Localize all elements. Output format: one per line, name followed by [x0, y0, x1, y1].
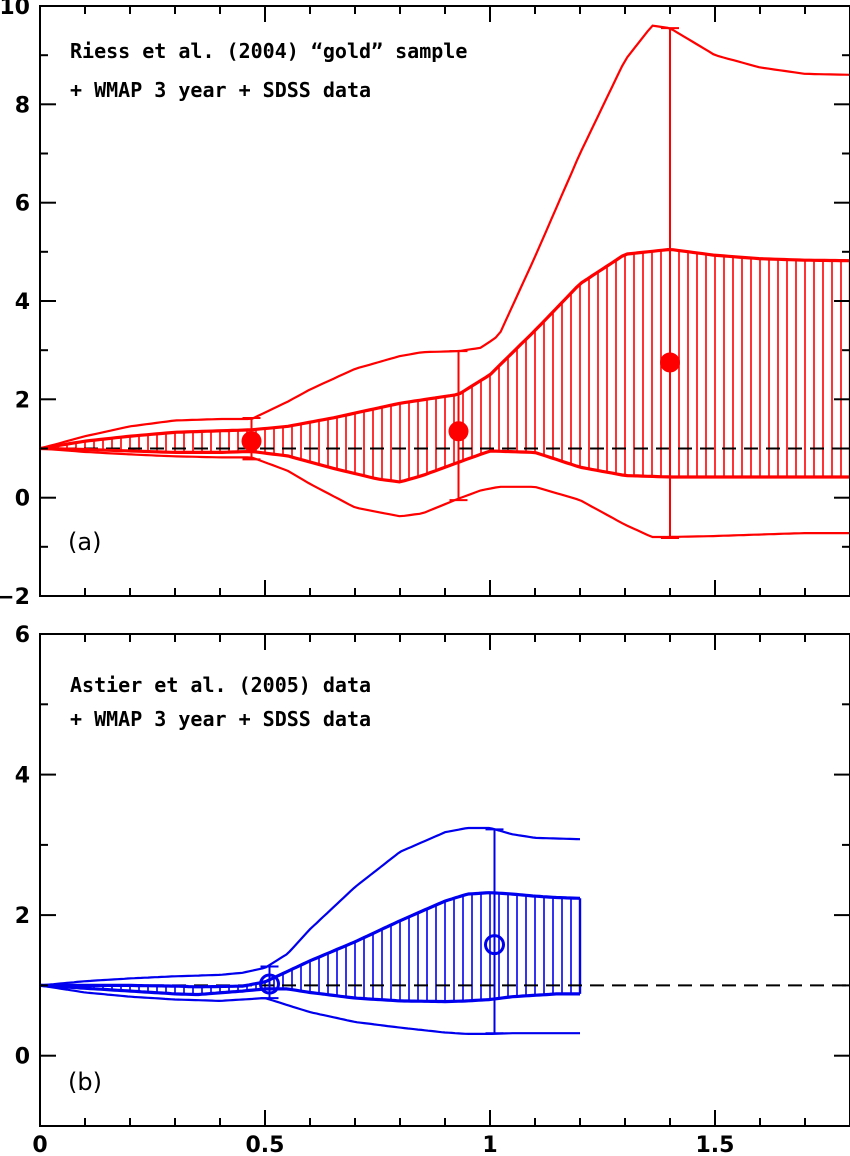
panel-a-y-tick-label: 4 — [15, 290, 30, 315]
panel-a-plot: −2 0 2 4 6 8 10 Riess et al. (2004) “gold” sam… — [0, 0, 850, 610]
panel-a-band-68-hatching — [48, 249, 842, 482]
panel-a-label: (a) — [68, 528, 101, 556]
panel-a-data-point-3 — [660, 352, 680, 373]
panel-a-annotation-line-2: + WMAP 3 year + SDSS data — [70, 78, 371, 102]
panel-b-band-95-upper — [40, 826, 581, 987]
panel-b-annotation-line-1: Astier et al. (2005) data — [70, 673, 371, 697]
panel-b-band-68-upper — [40, 891, 581, 989]
panel-a-annotation-line-1: Riess et al. (2004) “gold” sample — [70, 39, 467, 63]
panel-b-plot: 0 2 4 6 0 0.5 1 1.5 Astier et al. (2005) data +… — [15, 623, 850, 1156]
panel-b-x-tick-label: 0 — [32, 1133, 47, 1156]
panel-a-data-point-2 — [448, 421, 469, 442]
panel-a-y-tick-label: 10 — [0, 0, 30, 20]
panel-b-x-tick-label: 1.5 — [696, 1133, 735, 1156]
panel-b-x-tick-label: 0.5 — [246, 1133, 285, 1156]
panel-a-y-tick-label: 8 — [15, 93, 30, 118]
panel-b-annotation-line-2: + WMAP 3 year + SDSS data — [70, 707, 371, 731]
panel-b-data-point-1 — [259, 973, 280, 995]
panel-b-y-tick-label: 0 — [15, 1045, 30, 1070]
panel-a-band-95-upper — [40, 24, 850, 450]
panel-a-band-95-lower — [40, 447, 850, 539]
panel-a-band-68-lower — [40, 446, 850, 484]
panel-a-y-tick-label: 2 — [15, 388, 30, 413]
panel-a-data-point-1 — [241, 431, 262, 452]
panel-b-data-point-2 — [484, 934, 505, 956]
panel-a-y-tick-label: −2 — [0, 585, 30, 610]
panel-b-x-tick-label: 1 — [482, 1133, 497, 1156]
panel-a-y-tick-label: 6 — [15, 192, 30, 217]
panel-b-y-tick-label: 6 — [15, 623, 30, 648]
panel-b-y-tick-label: 2 — [15, 904, 30, 929]
panel-b-band-68-lower — [40, 983, 580, 1004]
panel-a-band-68-upper — [40, 247, 850, 451]
panel-b-y-tick-label: 4 — [15, 764, 30, 789]
panel-a-y-tick-label: 0 — [15, 487, 30, 512]
panel-b-label: (b) — [68, 1068, 102, 1096]
